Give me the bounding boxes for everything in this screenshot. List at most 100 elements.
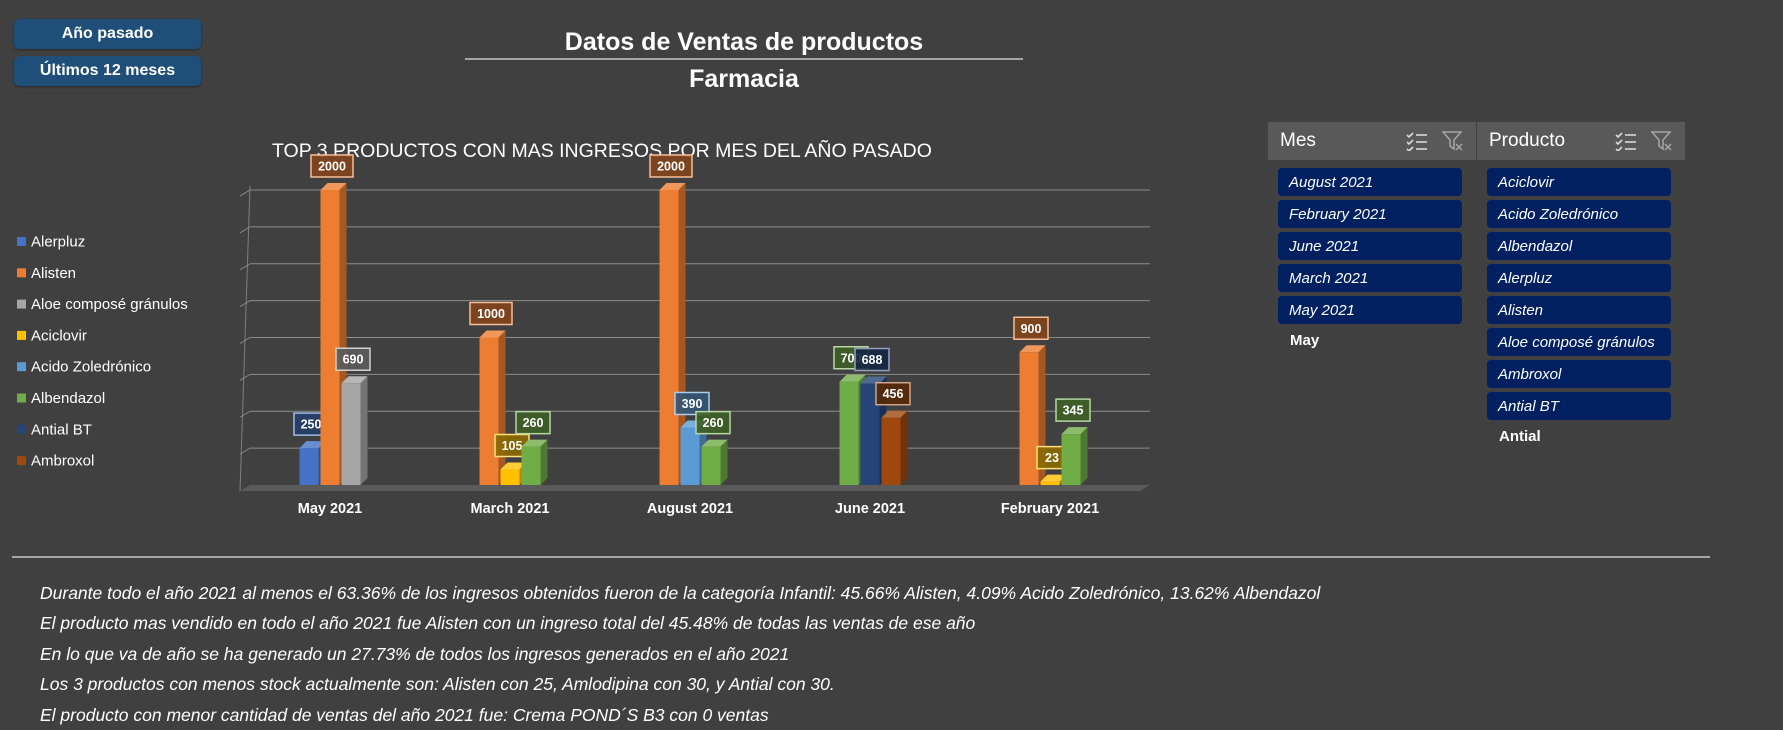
slicer-item-june-2021[interactable]: June 2021: [1278, 232, 1462, 260]
data-label: 2000: [657, 160, 685, 174]
bar-top: [299, 441, 326, 449]
data-label-box: [310, 154, 354, 178]
bar-side: [498, 330, 506, 485]
bar: [1061, 434, 1081, 485]
slicer-item-march-2021[interactable]: March 2021: [1278, 264, 1462, 292]
chart-title: TOP 3 PRODUCTOS CON MAS INGRESOS POR MES…: [272, 138, 932, 162]
multi-select-icon[interactable]: [1615, 131, 1637, 151]
slicer-item-antial[interactable]: Antial: [1499, 428, 1541, 445]
bar-top: [341, 376, 368, 384]
data-label: 2000: [318, 160, 346, 174]
bar: [521, 446, 541, 485]
data-label-box: [1055, 398, 1091, 422]
data-label: 900: [1021, 322, 1042, 336]
legend-label: Antial BT: [31, 421, 92, 438]
data-label-box: [469, 301, 513, 326]
gridline-tick: [239, 447, 251, 455]
insight-line: En lo que va de año se ha generado un 27…: [40, 643, 790, 664]
clear-filter-icon[interactable]: [1651, 130, 1673, 152]
last-year-button[interactable]: Año pasado: [14, 19, 201, 49]
data-label-box: [335, 347, 371, 371]
slicer-item-august-2021[interactable]: August 2021: [1278, 168, 1462, 196]
legend-label: Alerpluz: [31, 234, 85, 251]
chart-side-wall: [239, 185, 251, 492]
title-divider: [465, 58, 1023, 60]
legend-swatch: [17, 393, 26, 403]
section-divider: [12, 556, 1710, 558]
slicer-item-albendazol[interactable]: Albendazol: [1487, 232, 1671, 260]
bar: [860, 383, 880, 485]
legend-label: Acido Zoledrónico: [31, 359, 151, 376]
bar-side: [1080, 427, 1088, 485]
legend-label: Alisten: [31, 265, 76, 282]
bar-top: [320, 183, 347, 190]
gridline-tick: [239, 373, 251, 381]
insight-line: El producto con menor cantidad de ventas…: [40, 704, 769, 725]
bar: [1040, 481, 1060, 485]
bar-top: [839, 374, 866, 382]
product-slicer-header: Producto: [1477, 122, 1685, 160]
last-12-months-button[interactable]: Últimos 12 meses: [14, 56, 201, 86]
slicer-item-may[interactable]: May: [1290, 332, 1320, 349]
x-tick-label: May 2021: [298, 501, 363, 517]
slicer-item-aciclovir[interactable]: Aciclovir: [1487, 168, 1671, 196]
data-label: 456: [883, 387, 904, 401]
bar-top: [1019, 345, 1046, 353]
product-slicer-list: Aciclovir Acido Zoledrónico Albendazol A…: [1477, 160, 1685, 445]
bar-side: [900, 410, 908, 485]
data-label: 260: [703, 416, 724, 430]
slicer-item-acido-zoledronico[interactable]: Acido Zoledrónico: [1487, 200, 1671, 228]
data-label: 105: [502, 439, 523, 453]
bar: [680, 427, 700, 485]
month-slicer-title: Mes: [1280, 130, 1316, 151]
page-subtitle: Farmacia: [689, 65, 799, 93]
data-label-box: [649, 154, 693, 178]
slicer-item-alisten[interactable]: Alisten: [1487, 296, 1671, 324]
bar: [659, 190, 679, 485]
bar: [1019, 352, 1039, 485]
data-label: 1000: [477, 307, 505, 321]
gridline-tick: [239, 189, 251, 197]
bar: [341, 383, 361, 485]
bar-top: [659, 183, 686, 190]
insight-line: Durante todo el año 2021 al menos el 63.…: [40, 583, 1321, 603]
legend-label: Aloe composé gránulos: [31, 296, 188, 313]
product-slicer-title: Producto: [1489, 130, 1566, 151]
slicer-item-february-2021[interactable]: February 2021: [1278, 200, 1462, 228]
bar-top: [701, 439, 728, 447]
legend-swatch: [17, 330, 26, 340]
multi-select-icon[interactable]: [1406, 131, 1428, 151]
gridline-tick: [239, 337, 251, 344]
bar: [839, 381, 859, 485]
gridline-tick: [239, 410, 251, 418]
x-tick-label: August 2021: [647, 501, 733, 517]
slicer-item-ambroxol[interactable]: Ambroxol: [1487, 360, 1671, 388]
slicer-item-antial-bt[interactable]: Antial BT: [1487, 392, 1671, 420]
bar: [479, 337, 499, 485]
legend-label: Aciclovir: [31, 327, 87, 344]
data-label: 690: [343, 353, 364, 367]
bar: [320, 190, 340, 485]
insight-line: Los 3 productos con menos stock actualme…: [40, 674, 835, 695]
data-label: 345: [1063, 404, 1084, 418]
bar-side: [720, 439, 728, 485]
month-slicer-list: August 2021 February 2021 June 2021 Marc…: [1268, 160, 1476, 349]
slicer-item-alerpluz[interactable]: Alerpluz: [1487, 264, 1671, 292]
data-label-box: [1013, 316, 1049, 340]
gridline-tick: [239, 263, 251, 271]
insight-line: El producto mas vendido en todo el año 2…: [40, 613, 976, 634]
month-slicer: Mes August 2021 February 2021 June 2021 …: [1268, 122, 1476, 349]
bar-top: [1040, 474, 1067, 482]
legend-swatch: [17, 299, 26, 309]
legend-swatch: [17, 362, 26, 372]
insights-list: Durante todo el año 2021 al menos el 63.…: [40, 578, 1740, 730]
clear-filter-icon[interactable]: [1442, 130, 1464, 152]
legend-swatch: [17, 237, 26, 246]
slicer-item-may-2021[interactable]: May 2021: [1278, 296, 1462, 324]
chart-floor: [240, 485, 1150, 491]
slicer-item-aloe-compose-granulos[interactable]: Aloe composé gránulos: [1487, 328, 1671, 356]
bar-side: [540, 439, 548, 485]
legend-label: Ambroxol: [31, 453, 94, 470]
legend-swatch: [17, 268, 26, 278]
bar: [299, 448, 319, 485]
